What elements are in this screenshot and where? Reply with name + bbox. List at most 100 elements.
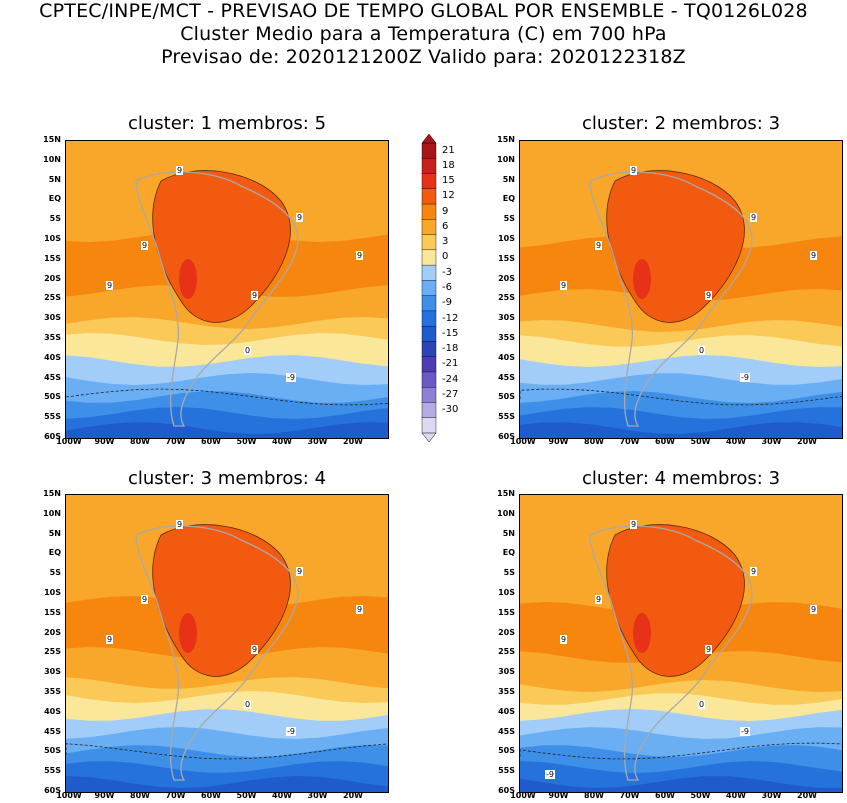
colorbar-label: 6 <box>442 220 449 232</box>
colorbar-swatch <box>421 203 437 220</box>
lat-tick-label: 30S <box>44 313 61 323</box>
lat-tick-label: 10N <box>43 508 61 518</box>
lat-tick-label: 25S <box>498 647 515 657</box>
lat-tick-label: 5N <box>502 528 515 538</box>
contour-label: 9 <box>705 645 713 654</box>
lat-tick-label: 40S <box>498 352 515 362</box>
contour-label: 9 <box>560 281 568 290</box>
colorbar-label: 12 <box>442 190 455 202</box>
colorbar-label: -30 <box>442 404 459 416</box>
lat-tick-label: 25S <box>44 293 61 303</box>
lon-tick-label: 50W <box>236 791 257 800</box>
lat-tick-label: 30S <box>498 313 515 323</box>
colorbar-label: 3 <box>442 236 449 248</box>
lat-tick-label: 25S <box>498 293 515 303</box>
lat-tick-label: 60S <box>44 432 61 441</box>
lat-tick-label: 20S <box>44 273 61 283</box>
colorbar-top-arrow <box>421 133 437 144</box>
lat-tick-label: 55S <box>44 766 61 776</box>
lat-tick-label: EQ <box>48 194 61 204</box>
colorbar-swatch <box>421 234 437 251</box>
contour-minus9 <box>66 388 388 406</box>
colorbar-label: -6 <box>442 282 452 293</box>
contour-label: 9 <box>595 595 603 604</box>
colorbar-swatch <box>421 280 437 297</box>
contour-label: 9 <box>595 241 603 250</box>
contour-label: 9 <box>810 251 818 260</box>
lon-tick-label: 80W <box>584 437 604 446</box>
hot-spot <box>179 613 197 653</box>
lat-tick-label: 10S <box>498 234 515 243</box>
lat-tick-label: 45S <box>44 726 61 736</box>
lat-tick-label: 60S <box>44 786 61 795</box>
lon-tick-label: 90W <box>548 437 569 446</box>
lon-tick-label: 90W <box>94 437 115 446</box>
lon-tick-label: 20W <box>343 791 363 800</box>
header-line-3: Previsao de: 2020121200Z Valido para: 20… <box>161 46 686 68</box>
temperature-band <box>520 776 842 792</box>
lon-tick-label: 30W <box>307 791 328 800</box>
lat-tick-label: 15N <box>43 489 61 498</box>
lat-tick-label: EQ <box>502 194 515 204</box>
contour-label: -9 <box>740 727 750 736</box>
colorbar-swatch <box>421 264 437 281</box>
panel-title-3: cluster: 3 membros: 4 <box>127 468 327 489</box>
temperature-band <box>66 776 388 792</box>
lon-tick-label: 80W <box>130 791 150 800</box>
contour-label: 9 <box>750 567 758 576</box>
temperature-field <box>520 495 842 792</box>
lat-tick-label: 40S <box>498 706 515 716</box>
colorbar-label: -18 <box>442 343 459 355</box>
lat-tick-label: 45S <box>498 372 515 382</box>
lat-tick-label: EQ <box>502 548 515 558</box>
lon-tick-label: 40W <box>272 791 292 800</box>
lat-tick-label: 5S <box>503 214 515 224</box>
lat-tick-label: 55S <box>498 766 515 776</box>
temperature-field <box>66 495 388 792</box>
map-panel-2: 9 9 9 9 9 9 0 -9 <box>519 140 843 439</box>
panel-title-2: cluster: 2 membros: 3 <box>581 113 781 134</box>
map-panel-3: 9 9 9 9 9 9 0 -9 <box>65 494 389 793</box>
colorbar-label: -9 <box>442 297 452 309</box>
lat-tick-label: 45S <box>44 372 61 382</box>
contour-label: 9 <box>251 291 259 300</box>
contour-label: 9 <box>630 520 638 529</box>
colorbar-swatch <box>421 158 437 175</box>
lon-tick-label: 80W <box>584 791 604 800</box>
contour-label: 9 <box>296 567 304 576</box>
lat-tick-label: 10N <box>43 154 61 164</box>
lon-tick-label: 30W <box>307 437 328 446</box>
lon-tick-label: 60W <box>201 437 221 446</box>
lat-tick-label: 20S <box>498 627 515 637</box>
lat-tick-label: 15S <box>498 607 515 617</box>
temperature-band <box>66 422 388 438</box>
lon-tick-label: 60W <box>201 791 221 800</box>
lat-tick-label: 5N <box>502 174 515 184</box>
lon-tick-label: 50W <box>690 437 711 446</box>
lat-tick-label: 5S <box>503 568 515 578</box>
panel-title-4: cluster: 4 membros: 3 <box>581 468 781 489</box>
lon-tick-label: 20W <box>797 437 817 446</box>
panel-title-1: cluster: 1 membros: 5 <box>127 113 327 134</box>
lon-tick-label: 90W <box>94 791 115 800</box>
temperature-field <box>66 141 388 438</box>
lat-tick-label: 20S <box>498 273 515 283</box>
lat-tick-label: 50S <box>498 746 515 756</box>
colorbar-label: -21 <box>442 358 459 370</box>
contour-minus9 <box>520 742 842 760</box>
colorbar-swatch <box>421 387 437 403</box>
lat-tick-label: 5S <box>49 568 61 578</box>
colorbar-label: 21 <box>442 144 455 156</box>
lon-tick-label: 40W <box>272 437 292 446</box>
lat-tick-label: 50S <box>498 392 515 402</box>
colorbar-swatch <box>421 371 437 388</box>
lon-tick-label: 30W <box>761 791 782 800</box>
hot-spot <box>633 613 651 653</box>
contour-label: -9 <box>740 373 750 382</box>
lon-tick-label: 100W <box>510 437 536 446</box>
lat-tick-label: 35S <box>44 333 61 342</box>
lon-tick-label: 30W <box>761 437 782 446</box>
lat-tick-label: 15N <box>43 135 61 144</box>
colorbar-swatch <box>421 295 437 312</box>
continent-outline <box>589 171 753 427</box>
